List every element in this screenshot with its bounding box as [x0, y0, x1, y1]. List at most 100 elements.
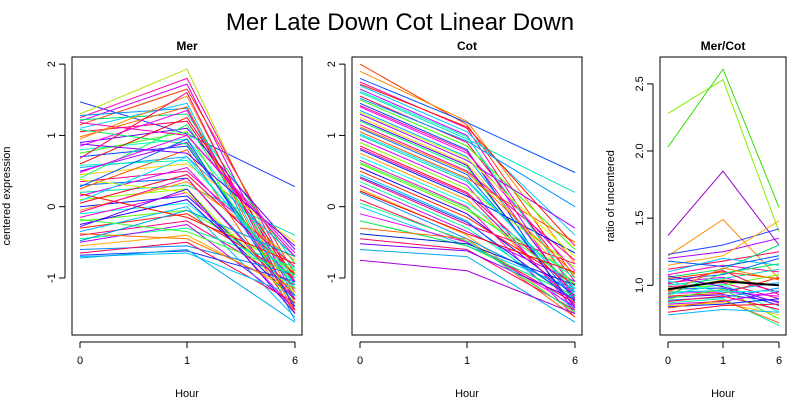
series-line-57: [79, 219, 296, 275]
x-tick-label: 1: [184, 355, 190, 367]
series-line-2: [79, 68, 296, 297]
y-tick-label: 2.5: [634, 76, 646, 91]
plot-frame: [71, 56, 303, 336]
series-line-47: [359, 90, 576, 289]
x-tick-label: 6: [776, 355, 782, 367]
x-tick-label: 6: [572, 355, 578, 367]
series-line-18: [79, 141, 296, 300]
panel-title: Cot: [457, 39, 477, 53]
series-line-33: [667, 303, 780, 313]
series-line-41: [79, 241, 296, 304]
y-tick-label: 0: [326, 204, 338, 210]
series-line-44: [359, 249, 576, 323]
series-line-29: [667, 291, 780, 305]
series-line-44: [79, 248, 296, 323]
series-line-42: [359, 238, 576, 311]
panel-3: Mer/Cot 0 1 6 Hour 1.0 1.5 2.0 2.5 ratio of uncen…: [605, 39, 787, 400]
series-line-48: [359, 97, 576, 208]
series-line-31: [359, 177, 576, 265]
panels: Mer 0 1 6 Hour -1 0 1 2 centered expression Cot 0 1 6…: [1, 39, 787, 400]
series-line-41: [359, 233, 576, 286]
series-line-29: [359, 170, 576, 286]
x-tick-label: 1: [720, 355, 726, 367]
series-line-51: [359, 119, 576, 309]
series-line-39: [79, 234, 296, 293]
series-line-9: [359, 99, 576, 250]
series-line-33: [79, 199, 296, 300]
panel-2: Cot 0 1 6 Hour -1 0 1 2: [326, 39, 583, 400]
series-line-24: [79, 184, 296, 236]
series-line-32: [667, 299, 780, 324]
series-line-17: [359, 127, 576, 300]
series-line-13: [667, 257, 780, 281]
series-line-30: [359, 174, 576, 311]
series-line-8: [667, 251, 780, 270]
series-line-5: [359, 85, 576, 236]
y-tick-label: -1: [46, 273, 58, 283]
series-line-53: [359, 133, 576, 293]
series-line-11: [359, 106, 576, 272]
mean-line: [667, 280, 780, 291]
series-line-11: [667, 244, 780, 278]
series-line-52: [359, 126, 576, 275]
series-line-43: [359, 243, 576, 300]
series-line-5: [667, 228, 780, 255]
series-line-33: [359, 184, 576, 282]
plot-frame: [659, 56, 787, 336]
series-line-15: [667, 268, 780, 286]
y-tick-label: 1: [326, 132, 338, 138]
x-tick-label: 6: [292, 355, 298, 367]
series-line-8: [359, 95, 576, 282]
series-line-2: [667, 68, 780, 208]
series-line-49: [359, 105, 576, 299]
series-line-34: [359, 188, 576, 315]
series-line-9: [667, 257, 780, 273]
series-line-6: [359, 88, 576, 304]
series-line-28: [667, 298, 780, 327]
y-tick-label: 2.0: [634, 143, 646, 158]
series-line-56: [79, 177, 296, 300]
series-line-3: [667, 170, 780, 246]
series-line-35: [667, 255, 780, 268]
series-line-27: [359, 163, 576, 275]
x-tick-label: 1: [464, 355, 470, 367]
series-line-54: [359, 147, 576, 306]
y-tick-label: 1.5: [634, 211, 646, 226]
series-line-55: [359, 162, 576, 285]
y-tick-label: -1: [326, 273, 338, 283]
series-line-14: [359, 117, 576, 286]
series-line-9: [79, 120, 296, 282]
y-tick-label: 2: [326, 61, 338, 67]
series-line-16: [79, 116, 296, 279]
x-axis-label: Hour: [455, 388, 479, 400]
series-line-56: [359, 176, 576, 302]
series-line-10: [667, 264, 780, 276]
series-line-39: [667, 267, 780, 293]
series-line-6: [667, 237, 780, 259]
series-line-21: [359, 142, 576, 268]
series-line-16: [359, 124, 576, 261]
series-line-49: [79, 91, 296, 311]
series-line-38: [359, 213, 576, 307]
series-line-48: [79, 143, 296, 247]
y-tick-label: 0: [46, 204, 58, 210]
figure-title: Mer Late Down Cot Linear Down: [226, 9, 574, 36]
series-line-2: [359, 70, 576, 265]
series-line-50: [359, 112, 576, 257]
series-line-7: [359, 92, 576, 193]
series-line-34: [667, 308, 780, 316]
series-line-46: [359, 83, 576, 247]
x-axis-label: Hour: [711, 388, 735, 400]
series-line-40: [359, 227, 576, 318]
series-line-4: [79, 83, 296, 300]
panel-title: Mer/Cot: [701, 39, 746, 53]
series-line-22: [667, 283, 780, 313]
x-tick-label: 0: [77, 355, 83, 367]
series-line-11: [79, 127, 296, 250]
series-line-47: [79, 106, 296, 314]
y-axis-label: ratio of uncentered: [605, 150, 617, 242]
series-line-25: [667, 288, 780, 320]
series-line-40: [667, 280, 780, 293]
series-line-38: [79, 223, 296, 307]
